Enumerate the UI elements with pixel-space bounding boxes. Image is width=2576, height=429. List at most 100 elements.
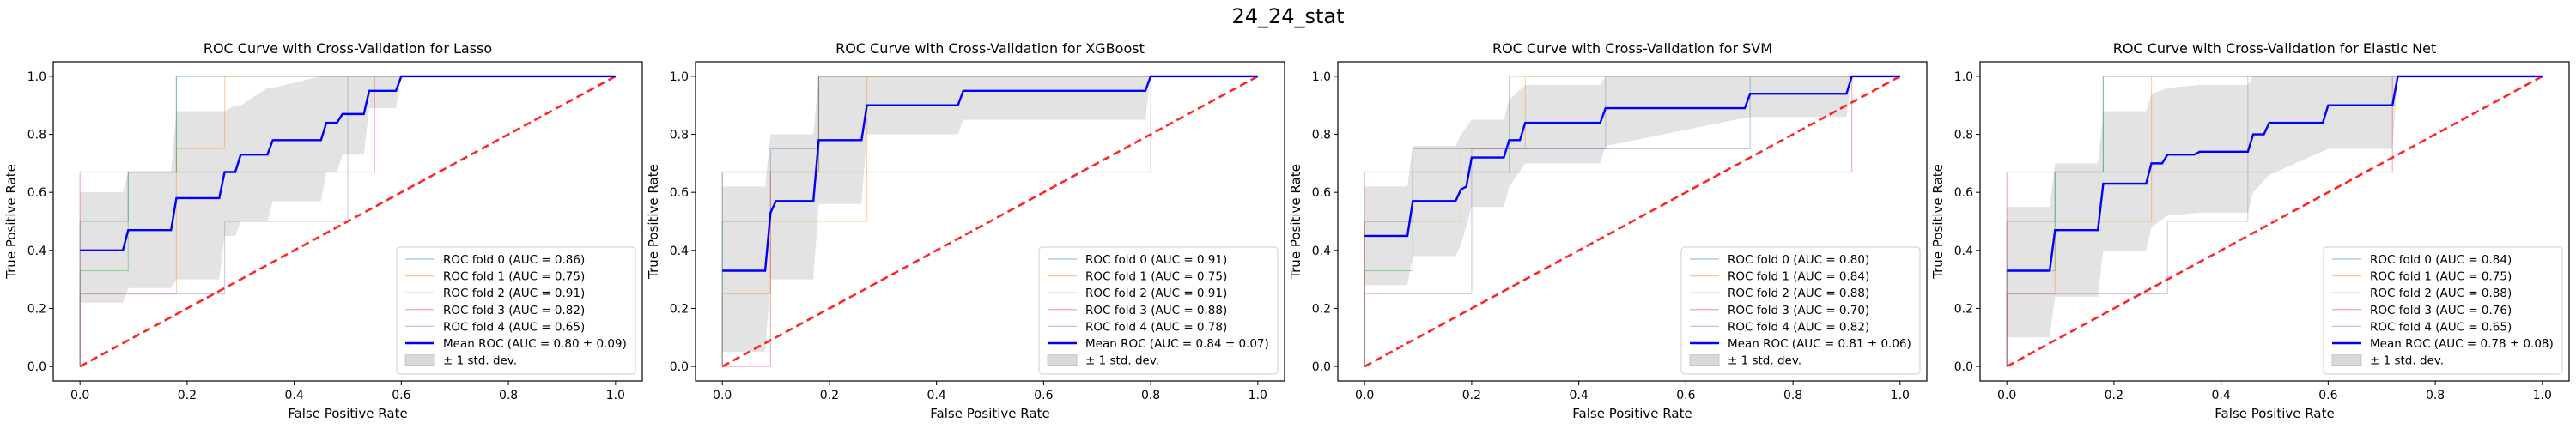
legend-label: ROC fold 3 (AUC = 0.76): [2370, 304, 2512, 317]
roc-fold-0-line: [79, 76, 616, 367]
y-tick-label: 0.2: [670, 302, 689, 316]
y-tick-label: 0.8: [1954, 129, 1973, 142]
y-tick-label: 0.0: [670, 360, 689, 374]
chance-diagonal: [1364, 75, 1901, 368]
legend-box: [1038, 246, 1279, 375]
chart-title: ROC Curve with Cross-Validation for Lass…: [204, 40, 492, 57]
legend-label: ROC fold 1 (AUC = 0.84): [1728, 270, 1869, 284]
legend-label: ROC fold 2 (AUC = 0.88): [1728, 287, 1869, 300]
legend: ROC fold 0 (AUC = 0.91) ROC fold 1 (AUC =…: [1038, 246, 1279, 375]
y-tick-label: 0.0: [27, 360, 46, 374]
legend-label: ROC fold 4 (AUC = 0.78): [1085, 320, 1227, 334]
roc-fold-1-line: [79, 76, 616, 367]
legend-label: Mean ROC (AUC = 0.80 ± 0.09): [443, 337, 627, 351]
std-band: [80, 76, 616, 303]
roc-fold-4-line: [79, 76, 616, 367]
x-tick-label: 1.0: [2533, 389, 2552, 402]
panels: ROC Curve with Cross-Validation for Lass…: [3, 40, 2570, 421]
legend-label: Mean ROC (AUC = 0.81 ± 0.06): [1728, 337, 1911, 351]
y-axis-label: True Positive Rate: [1288, 164, 1303, 280]
roc-fold-4-line: [1364, 76, 1900, 367]
legend-label: ± 1 std. dev.: [443, 354, 517, 368]
legend-label: Mean ROC (AUC = 0.84 ± 0.07): [1085, 337, 1269, 351]
legend-label: ± 1 std. dev.: [1728, 354, 1801, 368]
roc-fold-0-line: [1364, 76, 1900, 367]
roc-fold-1-line: [1364, 76, 1900, 367]
legend-label: ROC fold 2 (AUC = 0.91): [443, 287, 585, 300]
x-tick-label: 1.0: [606, 389, 625, 402]
y-tick-label: 0.6: [1312, 186, 1331, 200]
legend-label: ROC fold 0 (AUC = 0.86): [443, 253, 585, 267]
legend-swatch-std: [1047, 354, 1078, 366]
chart-panel-0: ROC Curve with Cross-Validation for Lass…: [3, 40, 643, 421]
x-tick-label: 0.2: [178, 389, 197, 402]
legend-box: [396, 246, 636, 375]
chance-diagonal: [721, 75, 1259, 368]
legend-label: ROC fold 3 (AUC = 0.88): [1085, 304, 1227, 317]
roc-fold-2-line: [79, 76, 616, 367]
x-axis-label: False Positive Rate: [930, 406, 1049, 421]
y-tick-label: 0.8: [1312, 129, 1331, 142]
legend-label: ROC fold 0 (AUC = 0.80): [1728, 253, 1869, 267]
mean-roc-line: [1364, 75, 1900, 238]
x-tick-label: 0.6: [392, 389, 410, 402]
y-tick-label: 0.8: [27, 129, 46, 142]
legend-label: ROC fold 4 (AUC = 0.82): [1728, 320, 1869, 334]
x-tick-label: 1.0: [1249, 389, 1267, 402]
x-axis-label: False Positive Rate: [288, 406, 407, 421]
roc-fold-0-line: [721, 76, 1258, 367]
legend-label: ROC fold 1 (AUC = 0.75): [1085, 270, 1227, 284]
legend: ROC fold 0 (AUC = 0.84) ROC fold 1 (AUC =…: [2323, 246, 2563, 375]
y-tick-label: 0.8: [670, 129, 689, 142]
legend-label: ROC fold 4 (AUC = 0.65): [443, 320, 585, 334]
x-tick-label: 0.4: [1570, 389, 1589, 402]
roc-fold-3-line: [722, 76, 1258, 367]
chart-title: ROC Curve with Cross-Validation for Elas…: [2113, 40, 2437, 57]
legend-label: ROC fold 2 (AUC = 0.91): [1085, 287, 1227, 300]
y-tick-label: 0.2: [1312, 302, 1331, 316]
y-tick-label: 0.2: [1954, 302, 1973, 316]
legend-label: ROC fold 1 (AUC = 0.75): [443, 270, 585, 284]
x-tick-label: 0.2: [2105, 389, 2123, 402]
legend-label: ROC fold 3 (AUC = 0.70): [1728, 304, 1869, 317]
x-tick-label: 0.4: [285, 389, 304, 402]
x-tick-label: 0.8: [1141, 389, 1160, 402]
x-tick-label: 0.0: [713, 389, 732, 402]
x-tick-label: 1.0: [1891, 389, 1910, 402]
mean-roc-line: [80, 75, 616, 252]
y-axis-label: True Positive Rate: [3, 164, 19, 280]
y-tick-label: 0.2: [27, 302, 46, 316]
x-tick-label: 0.6: [1676, 389, 1695, 402]
axes-frame: [1979, 61, 2570, 382]
x-tick-label: 0.2: [820, 389, 839, 402]
x-tick-label: 0.4: [2212, 389, 2231, 402]
y-tick-label: 0.6: [670, 186, 689, 200]
y-tick-label: 0.4: [1312, 245, 1331, 258]
legend-label: ± 1 std. dev.: [1085, 354, 1159, 368]
legend-swatch-std: [404, 354, 435, 366]
mean-roc-line: [2007, 75, 2543, 272]
x-tick-label: 0.8: [499, 389, 518, 402]
std-band: [1364, 76, 1900, 286]
roc-fold-4-line: [2006, 76, 2543, 367]
std-band: [722, 76, 1258, 353]
std-band: [2007, 76, 2543, 338]
x-tick-label: 0.6: [2318, 389, 2337, 402]
x-tick-label: 0.0: [70, 389, 89, 402]
y-tick-label: 0.0: [1954, 360, 1973, 374]
y-tick-label: 1.0: [670, 70, 689, 84]
x-tick-label: 0.0: [1997, 389, 2016, 402]
figure-suptitle: 24_24_stat: [1231, 4, 1344, 28]
x-axis-label: False Positive Rate: [2215, 406, 2334, 421]
legend-box: [1680, 246, 1921, 375]
x-tick-label: 0.8: [2426, 389, 2445, 402]
legend-label: ROC fold 1 (AUC = 0.75): [2370, 270, 2512, 284]
chart-title: ROC Curve with Cross-Validation for SVM: [1492, 40, 1772, 57]
chance-diagonal: [79, 75, 617, 368]
legend-label: ± 1 std. dev.: [2370, 354, 2444, 368]
axes-frame: [52, 61, 643, 382]
y-tick-label: 0.0: [1312, 360, 1331, 374]
roc-fold-0-line: [2006, 76, 2543, 367]
chart-panel-1: ROC Curve with Cross-Validation for XGBo…: [646, 40, 1285, 421]
roc-fold-2-line: [1364, 76, 1900, 367]
